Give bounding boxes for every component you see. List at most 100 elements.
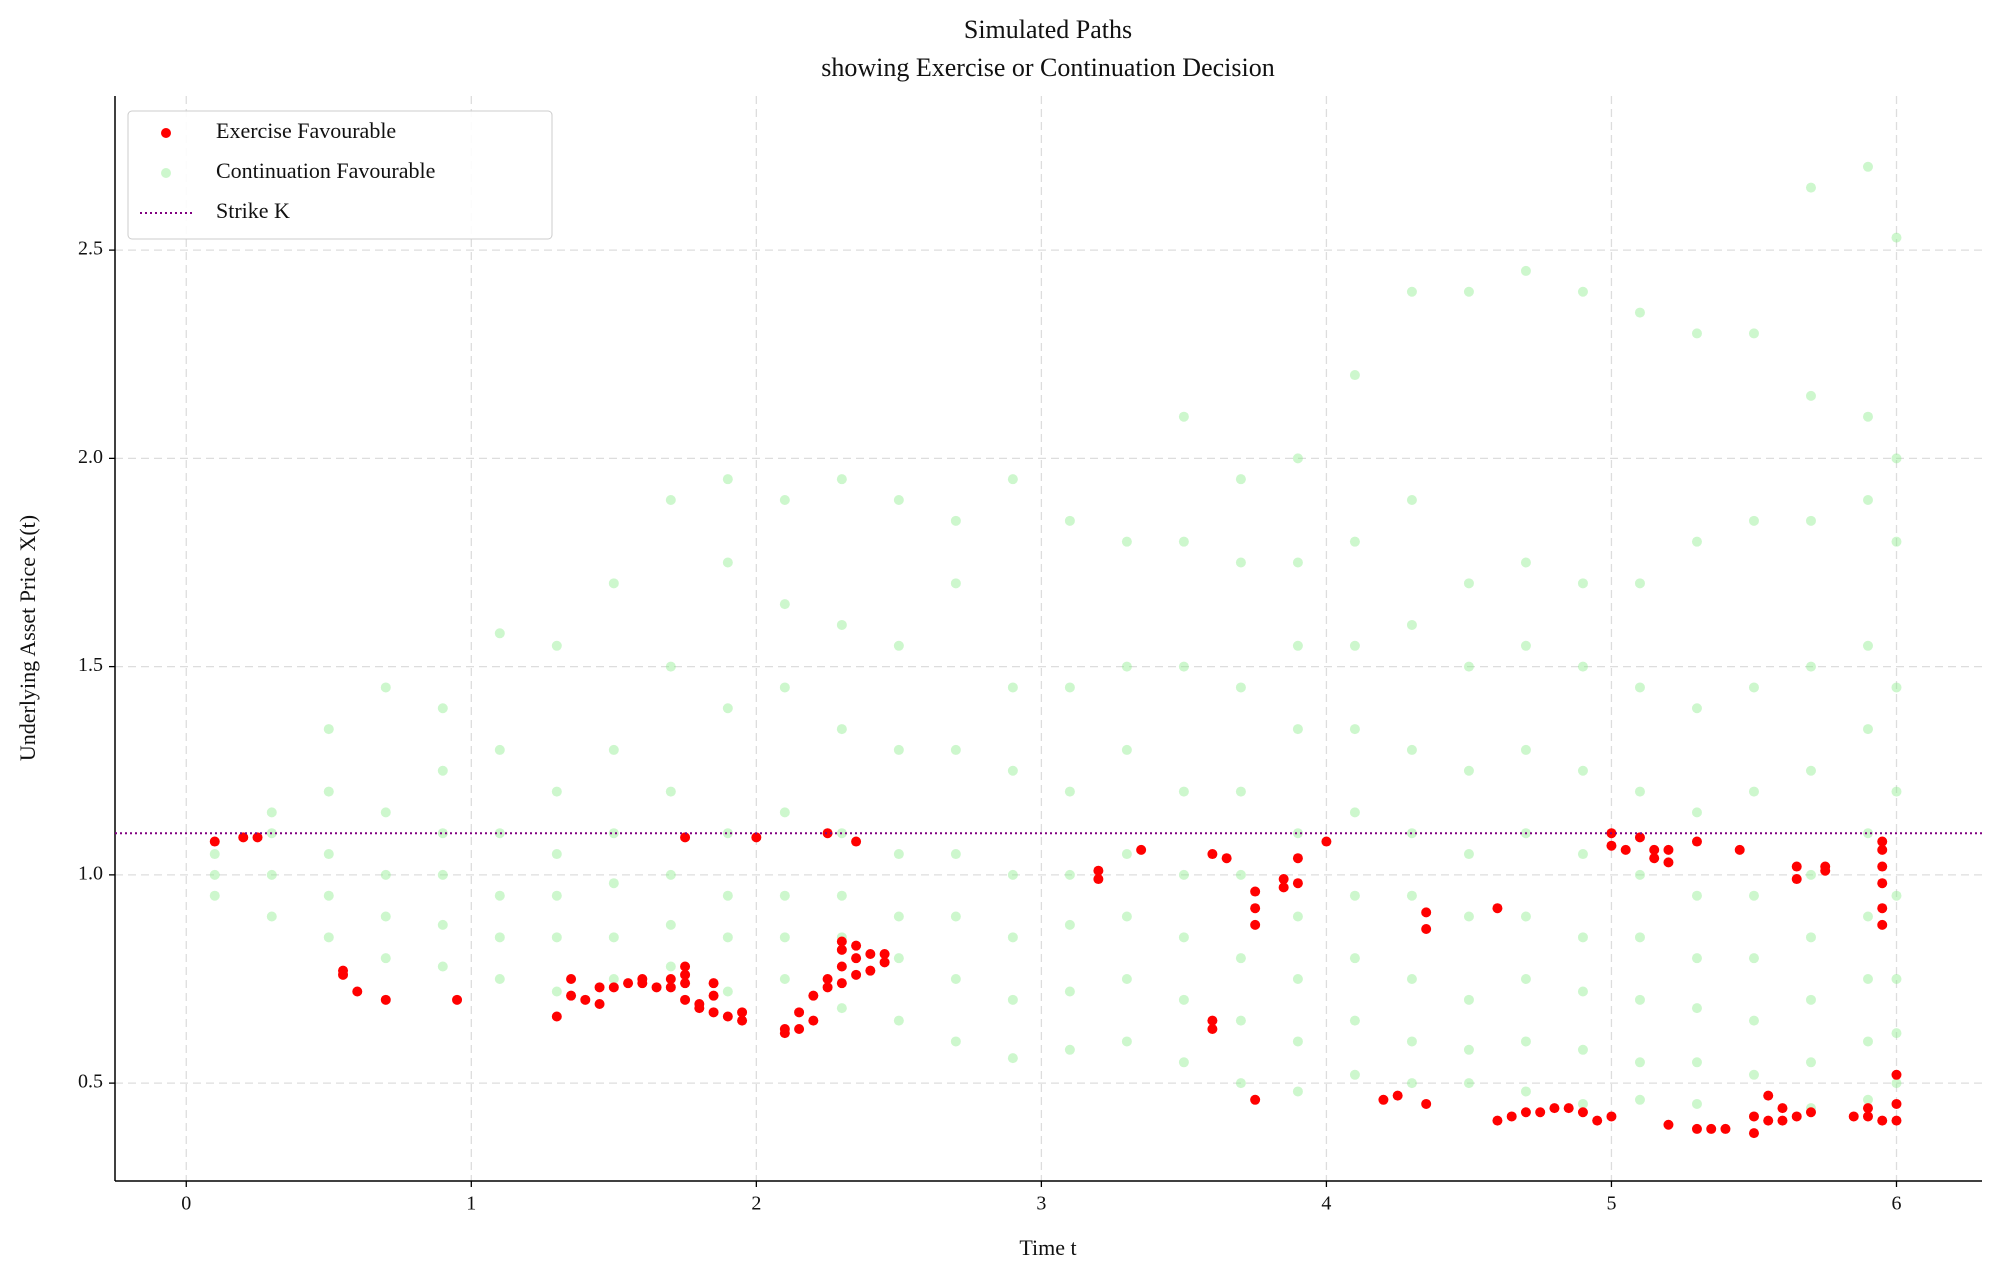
point bbox=[209, 869, 220, 880]
point bbox=[680, 961, 691, 972]
point bbox=[1877, 861, 1888, 872]
point bbox=[779, 890, 790, 901]
point bbox=[879, 957, 890, 968]
point bbox=[950, 973, 961, 984]
point bbox=[1606, 840, 1617, 851]
point bbox=[1292, 853, 1303, 864]
point bbox=[1250, 919, 1261, 930]
point bbox=[1663, 844, 1674, 855]
point bbox=[1748, 1069, 1759, 1080]
point bbox=[1406, 495, 1417, 506]
point bbox=[1592, 1115, 1603, 1126]
point bbox=[1877, 878, 1888, 889]
point bbox=[1691, 1123, 1702, 1134]
point bbox=[1292, 640, 1303, 651]
point bbox=[1748, 953, 1759, 964]
point bbox=[1649, 853, 1660, 864]
point bbox=[737, 1007, 748, 1018]
point bbox=[1748, 1111, 1759, 1122]
point bbox=[893, 744, 904, 755]
point bbox=[1520, 911, 1531, 922]
point bbox=[637, 978, 648, 989]
point bbox=[551, 932, 562, 943]
point bbox=[380, 869, 391, 880]
point bbox=[851, 836, 862, 847]
point bbox=[1891, 536, 1902, 547]
point bbox=[1121, 536, 1132, 547]
point bbox=[1691, 703, 1702, 714]
point bbox=[1349, 536, 1360, 547]
point bbox=[1891, 890, 1902, 901]
point bbox=[1606, 1111, 1617, 1122]
point bbox=[1392, 1090, 1403, 1101]
point bbox=[893, 953, 904, 964]
point bbox=[1207, 849, 1218, 860]
point bbox=[380, 953, 391, 964]
point bbox=[1278, 882, 1289, 893]
point bbox=[1805, 182, 1816, 193]
point bbox=[1777, 1115, 1788, 1126]
point bbox=[1406, 619, 1417, 630]
point bbox=[1891, 1028, 1902, 1039]
point bbox=[1748, 1015, 1759, 1026]
point bbox=[1805, 1057, 1816, 1068]
point bbox=[1292, 1036, 1303, 1047]
point bbox=[437, 703, 448, 714]
point bbox=[1221, 853, 1232, 864]
point bbox=[1250, 886, 1261, 897]
point bbox=[1877, 836, 1888, 847]
point bbox=[722, 703, 733, 714]
point bbox=[1634, 994, 1645, 1005]
point bbox=[1463, 661, 1474, 672]
point bbox=[1862, 1103, 1873, 1114]
point bbox=[1520, 265, 1531, 276]
point bbox=[1805, 994, 1816, 1005]
point bbox=[266, 911, 277, 922]
point bbox=[1891, 1069, 1902, 1080]
point bbox=[1178, 661, 1189, 672]
point bbox=[1862, 973, 1873, 984]
point bbox=[893, 640, 904, 651]
point bbox=[1235, 1078, 1246, 1089]
point bbox=[1349, 807, 1360, 818]
point bbox=[665, 973, 676, 984]
point bbox=[1877, 919, 1888, 930]
point bbox=[1421, 907, 1432, 918]
point bbox=[1463, 286, 1474, 297]
point bbox=[1235, 557, 1246, 568]
point bbox=[1064, 786, 1075, 797]
point bbox=[1805, 515, 1816, 526]
point bbox=[708, 1007, 719, 1018]
point bbox=[665, 961, 676, 972]
y-axis-label: Underlying Asset Price X(t) bbox=[15, 515, 40, 761]
point bbox=[1620, 844, 1631, 855]
point bbox=[1663, 1119, 1674, 1130]
point bbox=[1406, 890, 1417, 901]
series bbox=[209, 161, 1902, 1122]
point bbox=[779, 807, 790, 818]
point bbox=[1121, 744, 1132, 755]
point bbox=[1463, 578, 1474, 589]
point bbox=[1463, 849, 1474, 860]
point bbox=[437, 961, 448, 972]
series bbox=[209, 828, 1902, 1139]
point bbox=[1777, 1103, 1788, 1114]
point bbox=[551, 1011, 562, 1022]
point bbox=[608, 578, 619, 589]
point bbox=[608, 973, 619, 984]
point bbox=[1805, 869, 1816, 880]
point bbox=[1577, 578, 1588, 589]
point bbox=[1292, 453, 1303, 464]
point bbox=[1093, 874, 1104, 885]
point bbox=[1577, 1044, 1588, 1055]
point bbox=[1278, 874, 1289, 885]
point bbox=[551, 849, 562, 860]
point bbox=[238, 832, 249, 843]
point bbox=[722, 932, 733, 943]
point bbox=[1634, 682, 1645, 693]
point bbox=[494, 890, 505, 901]
point bbox=[1463, 911, 1474, 922]
point bbox=[950, 578, 961, 589]
point bbox=[1007, 994, 1018, 1005]
